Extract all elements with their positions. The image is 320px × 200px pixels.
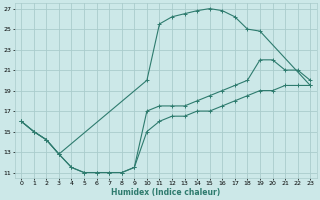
X-axis label: Humidex (Indice chaleur): Humidex (Indice chaleur) (111, 188, 220, 197)
